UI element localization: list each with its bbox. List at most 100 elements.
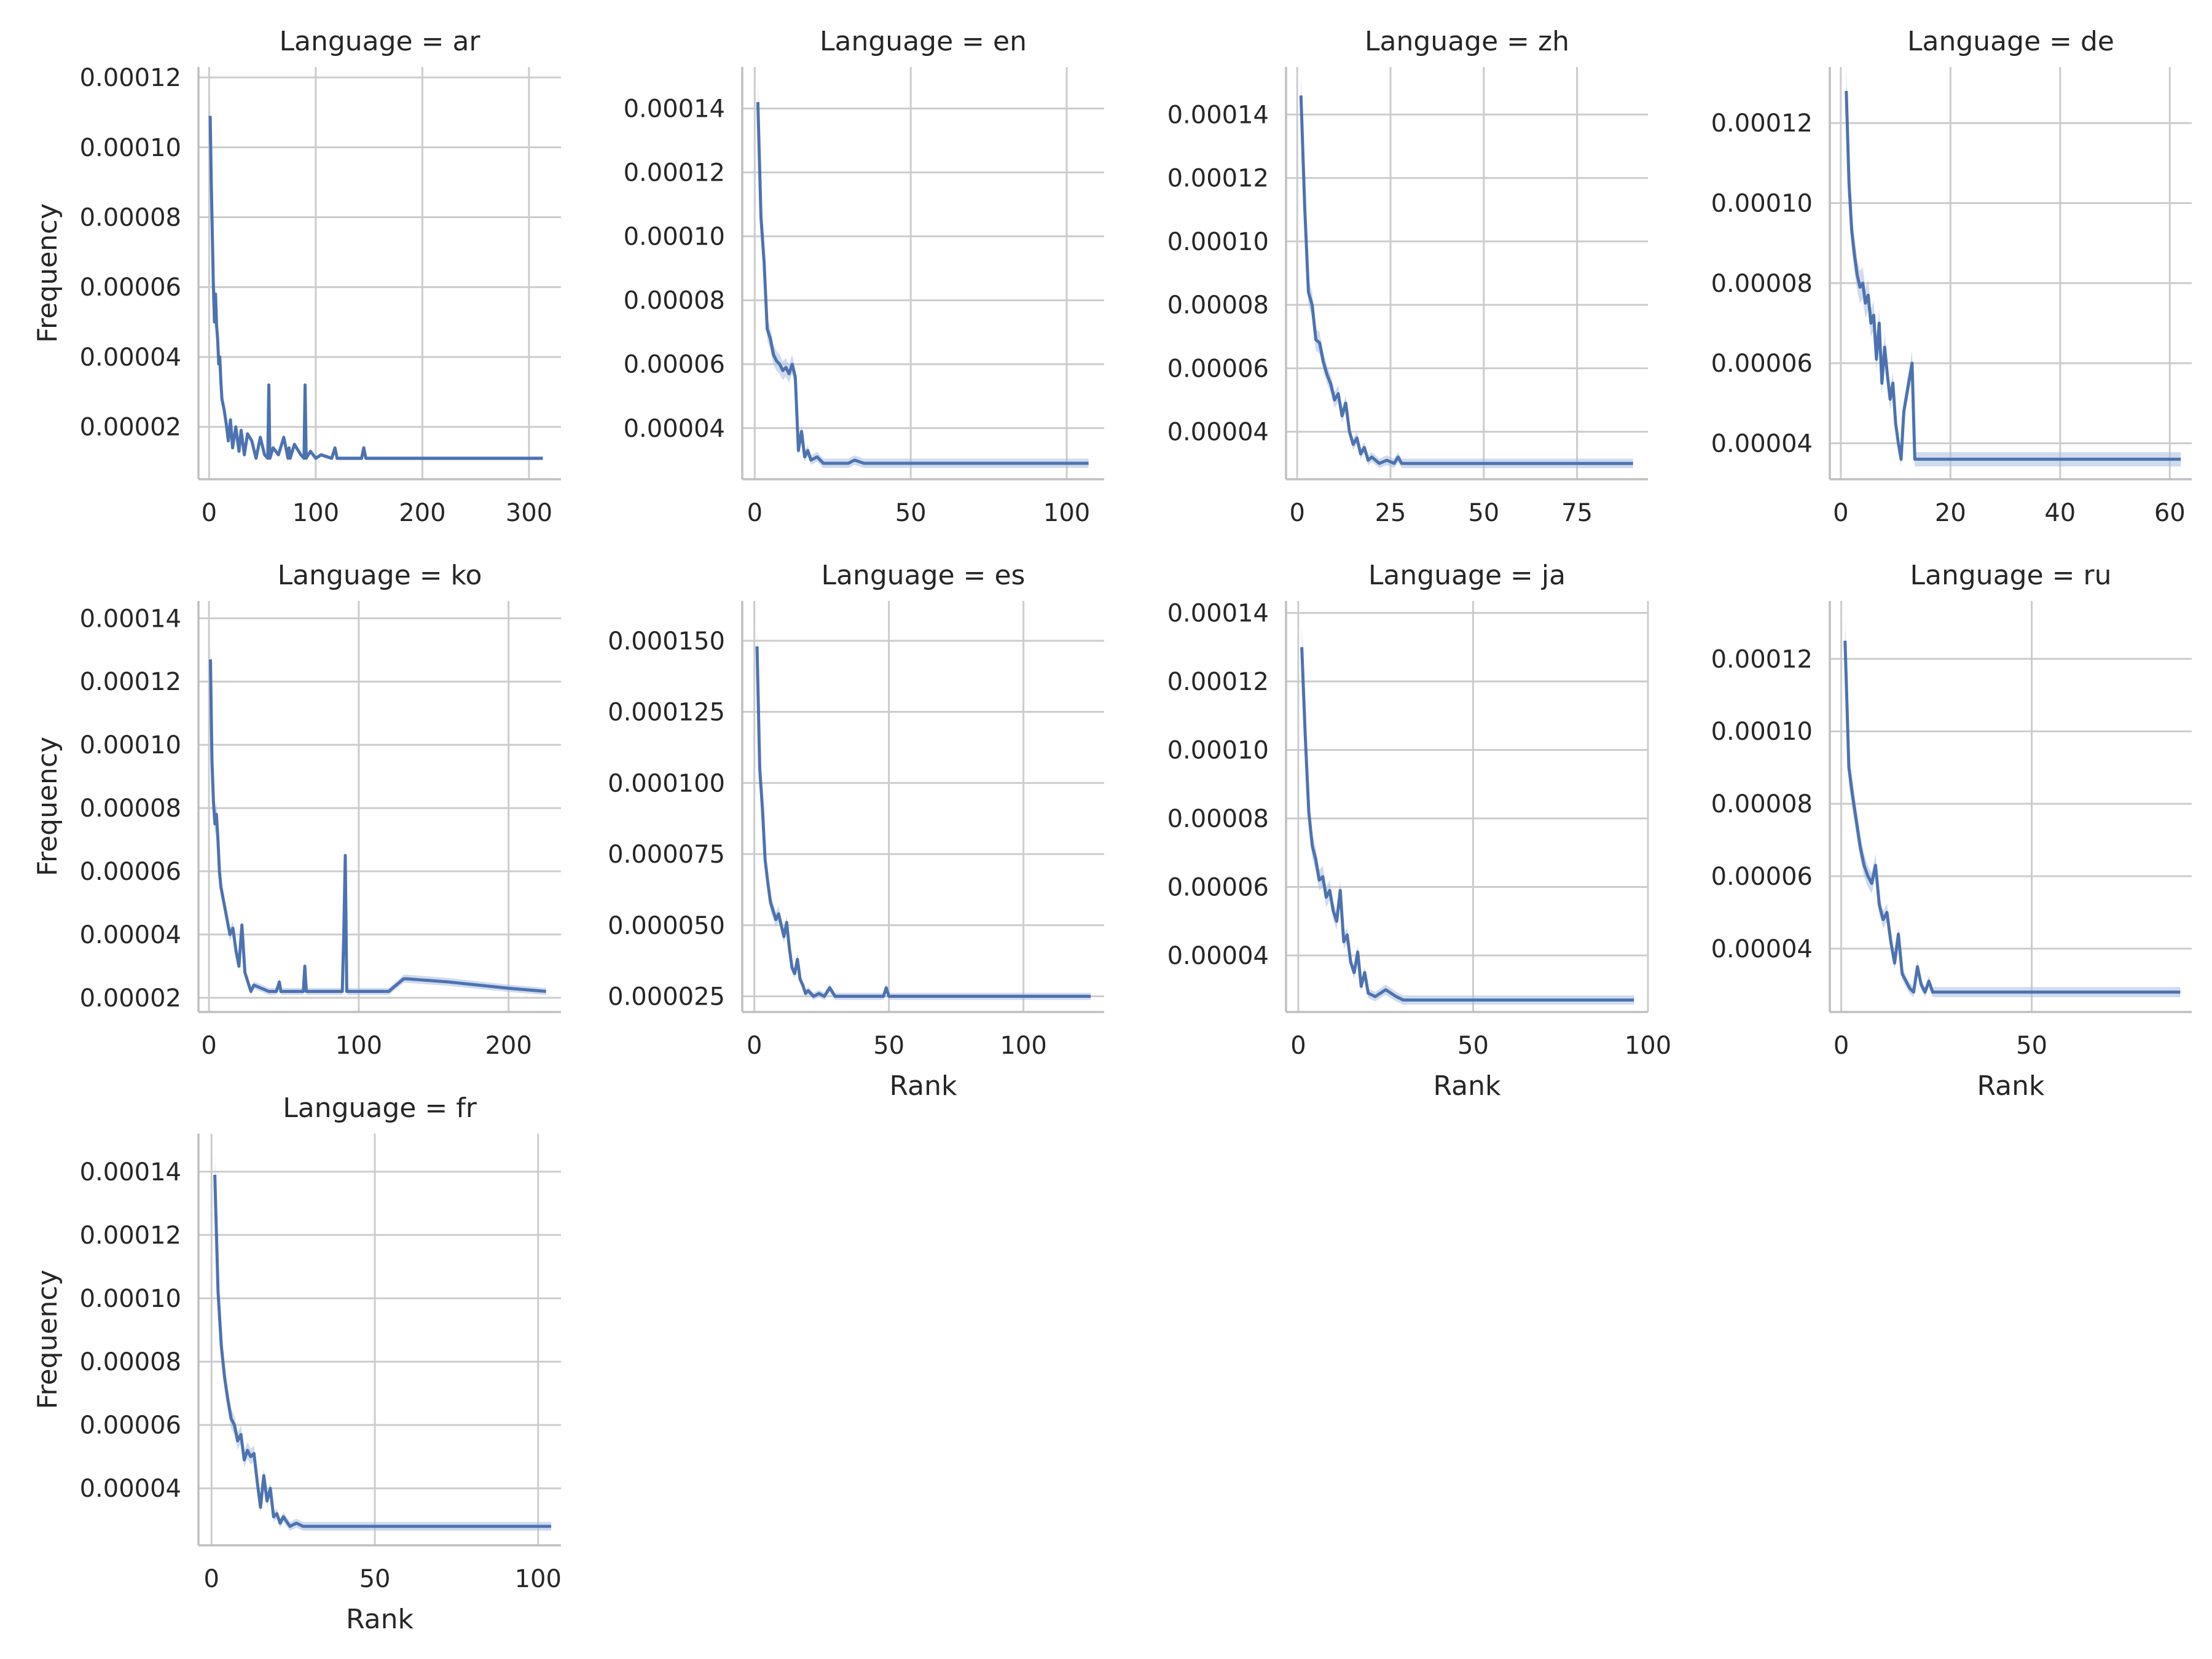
y-tick-label: 0.00012 bbox=[80, 64, 181, 92]
series-line bbox=[755, 646, 1091, 998]
facet-panel: 0.00004 0.00006 0.00008 0.00010 0.00012 0 20 40… bbox=[1711, 26, 2192, 527]
facet-panel: 0.00004 0.00006 0.00008 0.00010 0.00012 0.000… bbox=[1167, 26, 1648, 527]
x-tick-label: 0 bbox=[1290, 1032, 1306, 1060]
x-tick-label: 100 bbox=[1043, 499, 1090, 527]
panel-title: Language = zh bbox=[1365, 26, 1569, 57]
facet-panel: 0.00004 0.00006 0.00008 0.00010 0.00012 0 50 La… bbox=[1711, 560, 2192, 1102]
y-tick-label: 0.00006 bbox=[1167, 874, 1269, 902]
confidence-band bbox=[1301, 72, 1633, 468]
x-tick-label: 0 bbox=[1289, 499, 1304, 527]
x-tick-label: 50 bbox=[359, 1565, 391, 1593]
y-tick-label: 0.00006 bbox=[624, 351, 725, 379]
x-tick-label: 300 bbox=[506, 499, 552, 527]
y-tick-label: 0.00010 bbox=[1167, 737, 1269, 765]
confidence-band bbox=[210, 639, 546, 995]
y-tick-label: 0.00006 bbox=[1711, 863, 1813, 891]
confidence-band bbox=[214, 1153, 552, 1531]
y-tick-label: 0.00004 bbox=[80, 1475, 181, 1503]
panel-title: Language = ar bbox=[279, 26, 480, 57]
x-tick-label: 20 bbox=[1935, 499, 1966, 527]
x-axis-label: Rank bbox=[1977, 1070, 2045, 1102]
series-line bbox=[1845, 91, 2181, 461]
y-tick-label: 0.00010 bbox=[1711, 718, 1813, 746]
y-tick-label: 0.00014 bbox=[624, 95, 725, 124]
y-tick-label: 0.00012 bbox=[624, 159, 725, 187]
y-tick-label: 0.00004 bbox=[1711, 429, 1813, 458]
y-tick-label: 0.000025 bbox=[608, 983, 725, 1011]
y-tick-label: 0.00010 bbox=[80, 731, 181, 759]
x-tick-label: 100 bbox=[335, 1032, 382, 1060]
y-tick-label: 0.00012 bbox=[1167, 668, 1269, 696]
x-tick-label: 60 bbox=[2154, 499, 2186, 527]
y-tick-label: 0.00004 bbox=[80, 921, 181, 949]
x-axis-label: Rank bbox=[1433, 1070, 1501, 1102]
y-tick-label: 0.00006 bbox=[1167, 355, 1269, 383]
y-tick-label: 0.00004 bbox=[80, 343, 181, 372]
y-tick-label: 0.00006 bbox=[80, 858, 181, 886]
y-tick-label: 0.00014 bbox=[1167, 600, 1269, 628]
x-tick-label: 200 bbox=[485, 1032, 531, 1060]
x-tick-label: 100 bbox=[1625, 1032, 1671, 1060]
confidence-band bbox=[758, 79, 1089, 468]
x-tick-label: 0 bbox=[202, 499, 217, 527]
x-tick-label: 50 bbox=[2016, 1032, 2047, 1060]
y-tick-label: 0.000150 bbox=[608, 627, 725, 656]
y-tick-label: 0.00010 bbox=[80, 1285, 181, 1313]
x-tick-label: 50 bbox=[1457, 1032, 1489, 1060]
y-tick-label: 0.00014 bbox=[80, 1158, 181, 1186]
y-tick-label: 0.00008 bbox=[80, 1348, 181, 1376]
y-tick-label: 0.00008 bbox=[1167, 805, 1269, 833]
confidence-band bbox=[757, 625, 1091, 1000]
x-tick-label: 50 bbox=[895, 499, 927, 527]
y-tick-label: 0.00010 bbox=[1167, 228, 1269, 256]
y-tick-label: 0.00014 bbox=[80, 605, 181, 633]
x-tick-label: 50 bbox=[873, 1032, 904, 1060]
y-axis-label: Frequency bbox=[32, 737, 63, 876]
facet-panel: 0.00002 0.00004 0.00006 0.00008 0.00010 0.000… bbox=[32, 26, 561, 527]
series-line bbox=[208, 116, 543, 460]
panel-title: Language = ru bbox=[1910, 560, 2112, 591]
panel-title: Language = ja bbox=[1368, 560, 1566, 591]
y-tick-label: 0.000050 bbox=[608, 912, 725, 940]
y-tick-label: 0.00010 bbox=[80, 134, 181, 162]
x-tick-label: 100 bbox=[292, 499, 339, 527]
y-axis-label: Frequency bbox=[32, 1269, 63, 1409]
facet-panel: 0.00004 0.00006 0.00008 0.00010 0.00012 0.000… bbox=[1167, 560, 1672, 1102]
y-tick-label: 0.00012 bbox=[80, 668, 181, 696]
series-line bbox=[209, 659, 546, 994]
x-tick-label: 75 bbox=[1561, 499, 1593, 527]
y-tick-label: 0.00008 bbox=[624, 287, 725, 315]
y-tick-label: 0.00002 bbox=[80, 414, 181, 442]
y-tick-label: 0.00006 bbox=[80, 273, 181, 302]
panel-title: Language = ko bbox=[278, 560, 482, 591]
y-tick-label: 0.000075 bbox=[608, 841, 725, 869]
y-tick-label: 0.00008 bbox=[80, 204, 181, 232]
y-tick-label: 0.00004 bbox=[624, 415, 725, 443]
confidence-band bbox=[1846, 65, 2181, 467]
y-tick-label: 0.00010 bbox=[624, 223, 725, 251]
series-line bbox=[756, 102, 1089, 465]
y-tick-label: 0.00004 bbox=[1711, 935, 1813, 963]
y-tick-label: 0.00008 bbox=[1711, 790, 1813, 818]
y-tick-label: 0.00014 bbox=[1167, 101, 1269, 129]
facet-panel: 0.00004 0.00006 0.00008 0.00010 0.00012 0.000… bbox=[624, 26, 1104, 527]
y-tick-label: 0.00002 bbox=[80, 984, 181, 1013]
facet-panel: 0.000025 0.000050 0.000075 0.000100 0.000125… bbox=[608, 560, 1104, 1102]
panel-title: Language = es bbox=[822, 560, 1026, 591]
facet-panel: 0.00004 0.00006 0.00008 0.00010 0.00012 0.000… bbox=[32, 1092, 562, 1635]
x-tick-label: 50 bbox=[1468, 499, 1499, 527]
x-tick-label: 100 bbox=[1000, 1032, 1046, 1060]
y-tick-label: 0.00008 bbox=[80, 794, 181, 823]
facet-panel: 0.00002 0.00004 0.00006 0.00008 0.00010 0.000… bbox=[32, 560, 561, 1060]
x-tick-label: 0 bbox=[1833, 499, 1848, 527]
panel-title: Language = en bbox=[820, 26, 1027, 57]
y-tick-label: 0.000125 bbox=[608, 699, 725, 727]
x-tick-label: 0 bbox=[1834, 1032, 1849, 1060]
y-tick-label: 0.000100 bbox=[608, 769, 725, 798]
y-tick-label: 0.00004 bbox=[1167, 418, 1269, 447]
series-line bbox=[1299, 95, 1633, 465]
y-tick-label: 0.00012 bbox=[1167, 165, 1269, 193]
confidence-band bbox=[210, 96, 543, 461]
x-tick-label: 0 bbox=[747, 1032, 762, 1060]
